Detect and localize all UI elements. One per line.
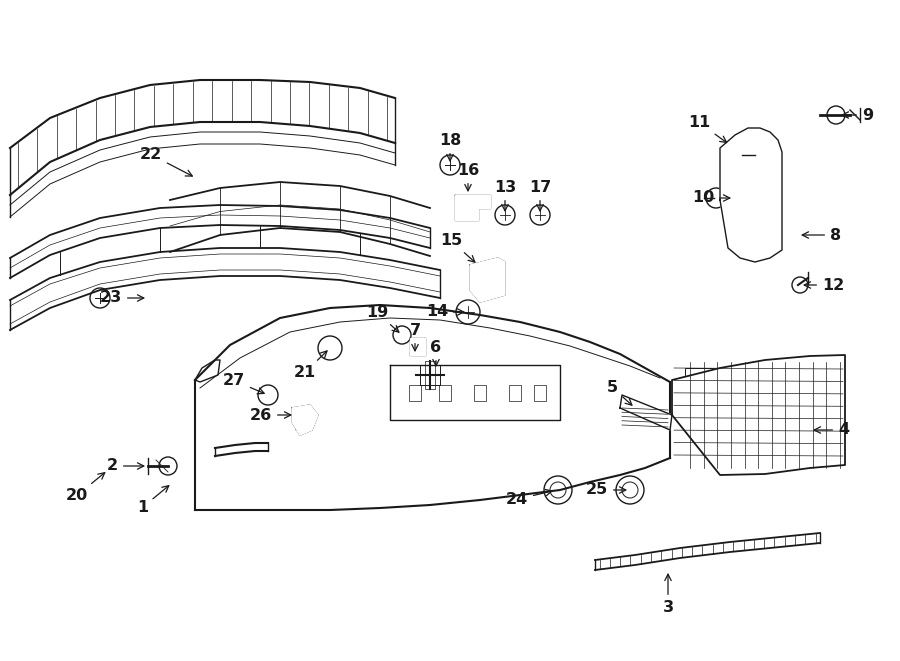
Text: 17: 17 [529, 180, 551, 211]
Text: 6: 6 [430, 340, 442, 366]
Text: 9: 9 [842, 108, 873, 122]
Bar [755, 368, 835, 408]
Circle shape [792, 277, 808, 293]
Circle shape [495, 205, 515, 225]
Circle shape [827, 106, 845, 124]
Polygon shape [292, 405, 318, 435]
Text: 15: 15 [440, 233, 475, 262]
Circle shape [530, 205, 550, 225]
Text: 23: 23 [100, 290, 144, 305]
Circle shape [318, 336, 342, 360]
Circle shape [258, 385, 278, 405]
Text: 2: 2 [107, 459, 144, 473]
Text: 3: 3 [662, 574, 673, 615]
Text: 24: 24 [506, 489, 552, 507]
Text: 18: 18 [439, 133, 461, 161]
Text: 4: 4 [814, 422, 849, 438]
Bar [474, 385, 486, 401]
Polygon shape [620, 395, 672, 430]
Bar [509, 385, 521, 401]
Text: 25: 25 [586, 483, 625, 498]
Text: 10: 10 [692, 190, 730, 206]
Text: 22: 22 [140, 147, 193, 176]
Text: 27: 27 [223, 373, 265, 394]
Text: 8: 8 [802, 227, 842, 243]
Text: 1: 1 [137, 486, 169, 515]
Circle shape [742, 229, 754, 241]
Circle shape [440, 155, 460, 175]
Circle shape [159, 457, 177, 475]
Text: 11: 11 [688, 115, 726, 143]
Text: 14: 14 [426, 305, 464, 319]
Polygon shape [410, 338, 425, 355]
Circle shape [393, 326, 411, 344]
Circle shape [550, 482, 566, 498]
Text: 12: 12 [805, 278, 844, 293]
Circle shape [755, 213, 769, 227]
Bar [425, 361, 435, 389]
Polygon shape [672, 355, 845, 475]
Polygon shape [720, 128, 782, 262]
Polygon shape [455, 195, 490, 220]
Bar [534, 385, 546, 401]
Bar [685, 368, 745, 408]
Circle shape [754, 194, 766, 206]
Circle shape [622, 482, 638, 498]
Bar [728, 148, 742, 162]
Text: 16: 16 [457, 163, 479, 191]
Circle shape [544, 476, 572, 504]
Text: 20: 20 [66, 473, 104, 503]
Circle shape [616, 476, 644, 504]
Text: 21: 21 [293, 351, 327, 380]
Text: 19: 19 [365, 305, 399, 332]
Bar [409, 385, 421, 401]
Text: 7: 7 [410, 323, 420, 351]
Text: 5: 5 [607, 380, 632, 405]
Circle shape [456, 300, 480, 324]
Text: 13: 13 [494, 180, 516, 211]
Bar [420, 365, 440, 385]
Polygon shape [470, 258, 505, 302]
Bar [439, 385, 451, 401]
Circle shape [737, 172, 753, 188]
Text: 26: 26 [250, 407, 291, 422]
Circle shape [706, 188, 726, 208]
